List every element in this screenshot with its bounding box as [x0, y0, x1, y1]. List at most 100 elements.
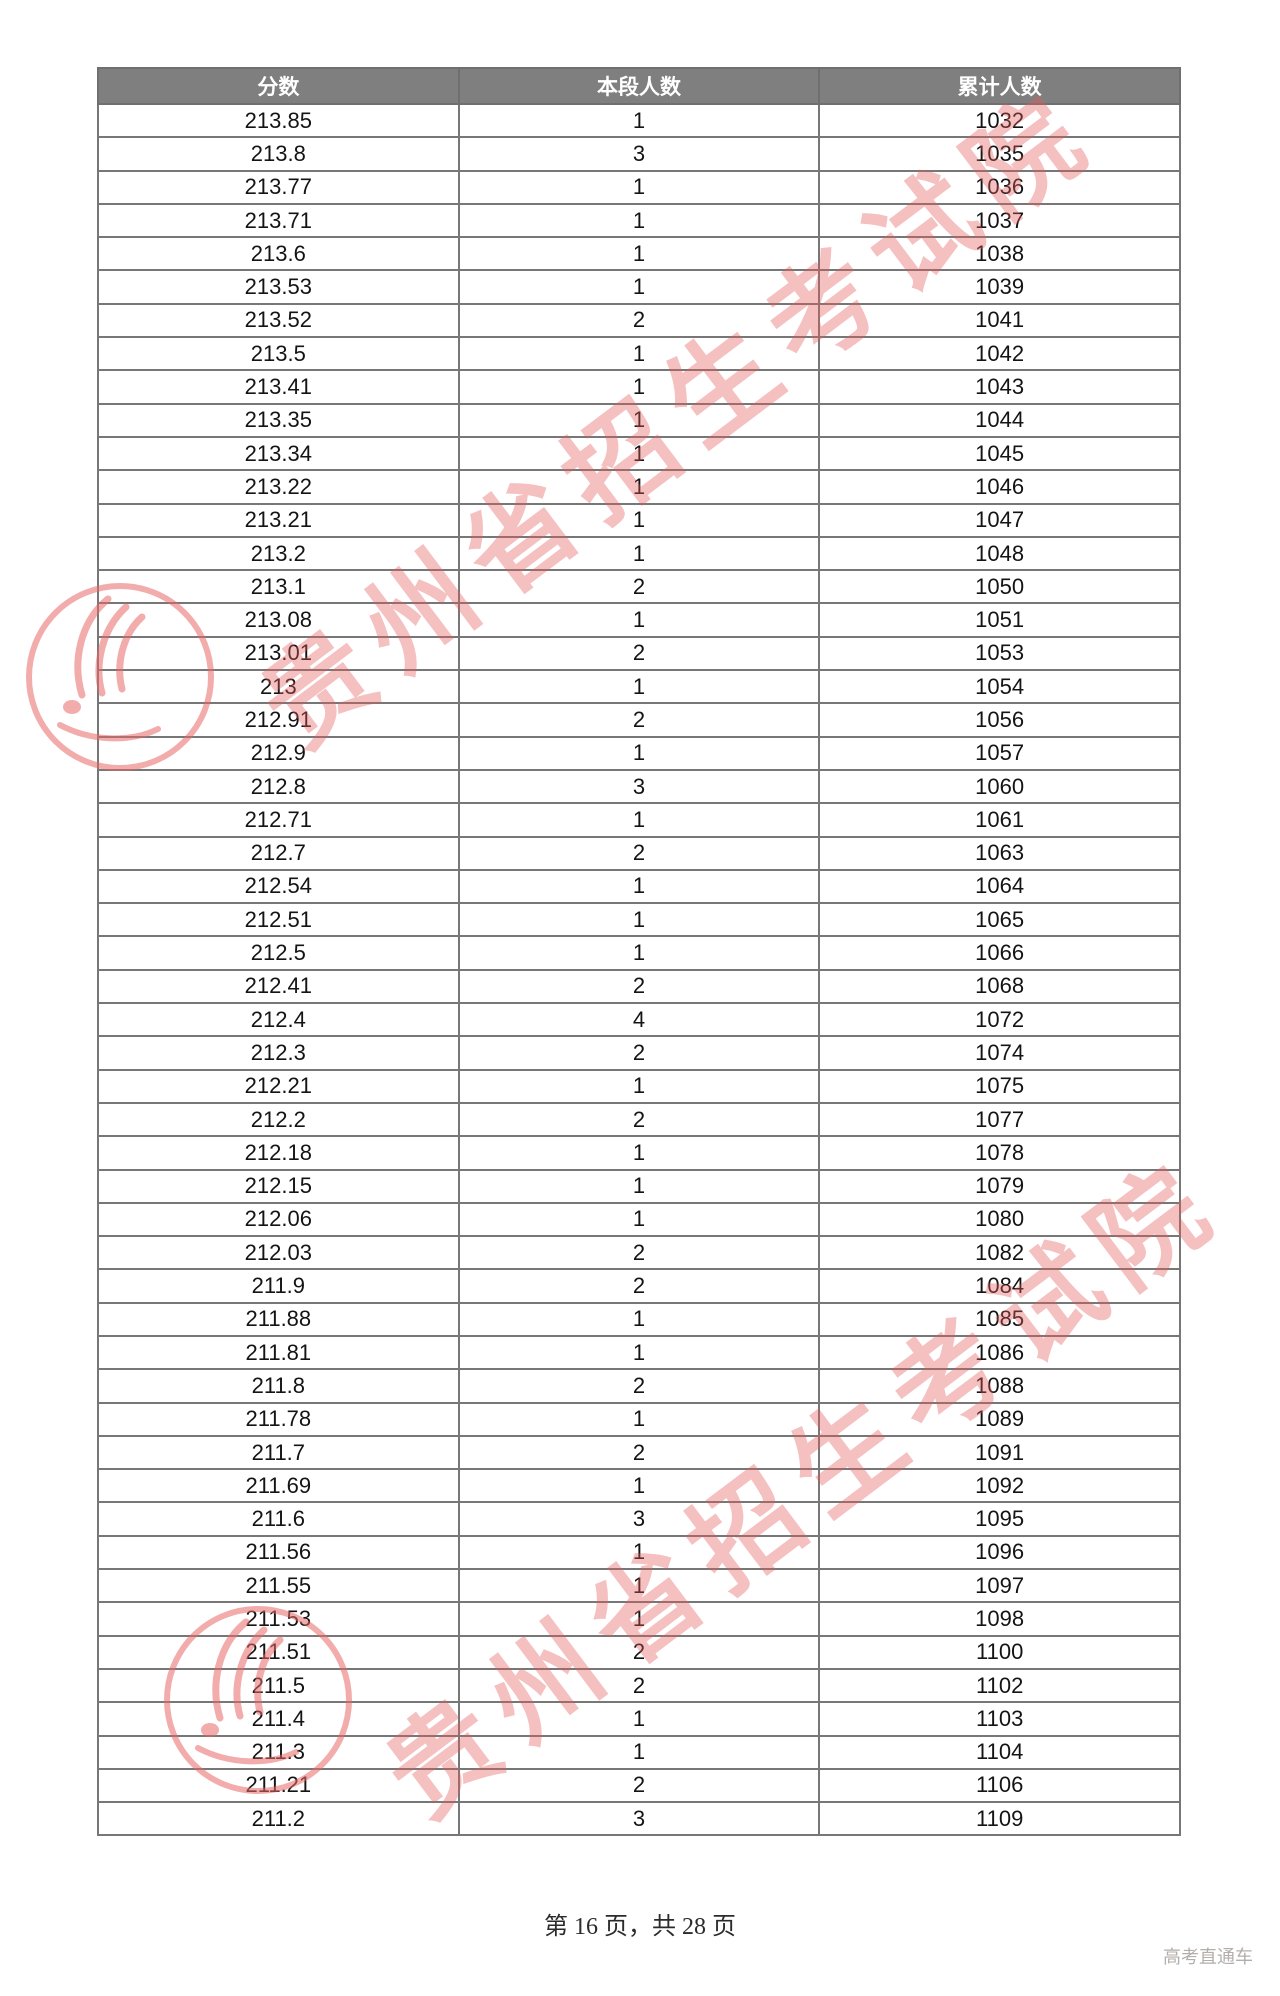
table-body: 213.85 1 1032 213.8 3 1035 213.77 1 1036 213.71 1 1… [97, 102, 1181, 1837]
table-row: 212.5 1 1066 [97, 935, 1181, 971]
table-row: 211.7 2 1091 [97, 1434, 1181, 1471]
score-cell: 211.3 [97, 1734, 460, 1770]
column-header-score: 分数 [97, 67, 460, 105]
cumulative-count-cell: 1032 [818, 102, 1181, 139]
cumulative-count-cell: 1066 [818, 935, 1181, 971]
score-cell: 211.51 [97, 1634, 460, 1670]
table-row: 212.71 1 1061 [97, 802, 1181, 838]
score-cell: 212.4 [97, 1002, 460, 1038]
score-cell: 212.5 [97, 935, 460, 971]
cumulative-count-cell: 1041 [818, 302, 1181, 339]
cumulative-count-cell: 1051 [818, 602, 1181, 638]
segment-count-cell: 1 [457, 669, 821, 705]
table-row: 213.01 2 1053 [97, 635, 1181, 672]
table-row: 211.55 1 1097 [97, 1568, 1181, 1604]
segment-count-cell: 2 [457, 302, 821, 339]
cumulative-count-cell: 1082 [818, 1235, 1181, 1271]
cumulative-count-cell: 1106 [818, 1767, 1181, 1804]
table-row: 213.71 1 1037 [97, 202, 1181, 239]
table-row: 213.5 1 1042 [97, 336, 1181, 372]
cumulative-count-cell: 1068 [818, 968, 1181, 1005]
score-cell: 211.55 [97, 1568, 460, 1604]
cumulative-count-cell: 1091 [818, 1434, 1181, 1471]
cumulative-count-cell: 1063 [818, 835, 1181, 871]
score-cell: 213.53 [97, 269, 460, 305]
table-row: 211.88 1 1085 [97, 1301, 1181, 1337]
segment-count-cell: 2 [457, 1368, 821, 1404]
cumulative-count-cell: 1035 [818, 136, 1181, 172]
segment-count-cell: 1 [457, 602, 821, 638]
table-row: 212.91 2 1056 [97, 702, 1181, 738]
cumulative-count-cell: 1100 [818, 1634, 1181, 1670]
cumulative-count-cell: 1044 [818, 402, 1181, 438]
segment-count-cell: 1 [457, 1734, 821, 1770]
score-cell: 213.5 [97, 336, 460, 372]
segment-count-cell: 1 [457, 902, 821, 938]
table-row: 213.2 1 1048 [97, 535, 1181, 572]
cumulative-count-cell: 1088 [818, 1368, 1181, 1404]
score-cell: 211.5 [97, 1667, 460, 1704]
table-row: 212.18 1 1078 [97, 1135, 1181, 1171]
table-row: 213.34 1 1045 [97, 435, 1181, 472]
cumulative-count-cell: 1042 [818, 336, 1181, 372]
segment-count-cell: 1 [457, 1601, 821, 1637]
score-cell: 213.21 [97, 502, 460, 538]
cumulative-count-cell: 1104 [818, 1734, 1181, 1770]
segment-count-cell: 2 [457, 1235, 821, 1271]
segment-count-cell: 1 [457, 269, 821, 305]
score-cell: 211.81 [97, 1334, 460, 1371]
segment-count-cell: 3 [457, 1501, 821, 1537]
segment-count-cell: 2 [457, 968, 821, 1005]
score-cell: 212.71 [97, 802, 460, 838]
cumulative-count-cell: 1048 [818, 535, 1181, 572]
page-number-footer: 第 16 页，共 28 页 [544, 1914, 736, 1940]
score-cell: 213.52 [97, 302, 460, 339]
cumulative-count-cell: 1038 [818, 236, 1181, 272]
segment-count-cell: 1 [457, 169, 821, 205]
segment-count-cell: 1 [457, 935, 821, 971]
score-cell: 211.4 [97, 1701, 460, 1737]
table-row: 212.8 3 1060 [97, 768, 1181, 805]
table-row: 211.56 1 1096 [97, 1534, 1181, 1571]
score-cell: 213.85 [97, 102, 460, 139]
score-cell: 211.53 [97, 1601, 460, 1637]
segment-count-cell: 1 [457, 735, 821, 771]
score-cell: 211.88 [97, 1301, 460, 1337]
column-header-cumulative-count: 累计人数 [818, 67, 1181, 105]
table-row: 213.52 2 1041 [97, 302, 1181, 339]
score-cell: 213.1 [97, 569, 460, 605]
cumulative-count-cell: 1072 [818, 1002, 1181, 1038]
score-cell: 211.8 [97, 1368, 460, 1404]
score-cell: 213.35 [97, 402, 460, 438]
table-row: 213.6 1 1038 [97, 236, 1181, 272]
segment-count-cell: 1 [457, 1468, 821, 1504]
segment-count-cell: 1 [457, 1201, 821, 1238]
cumulative-count-cell: 1037 [818, 202, 1181, 239]
segment-count-cell: 1 [457, 1068, 821, 1104]
segment-count-cell: 2 [457, 1268, 821, 1304]
table-row: 211.4 1 1103 [97, 1701, 1181, 1737]
segment-count-cell: 1 [457, 369, 821, 405]
table-row: 211.9 2 1084 [97, 1268, 1181, 1304]
table-row: 211.2 3 1109 [97, 1801, 1181, 1837]
segment-count-cell: 2 [457, 702, 821, 738]
cumulative-count-cell: 1036 [818, 169, 1181, 205]
segment-count-cell: 1 [457, 202, 821, 239]
segment-count-cell: 1 [457, 802, 821, 838]
segment-count-cell: 1 [457, 435, 821, 472]
table-row: 212.03 2 1082 [97, 1235, 1181, 1271]
table-row: 212.21 1 1075 [97, 1068, 1181, 1104]
score-cell: 211.6 [97, 1501, 460, 1537]
cumulative-count-cell: 1098 [818, 1601, 1181, 1637]
cumulative-count-cell: 1102 [818, 1667, 1181, 1704]
segment-count-cell: 1 [457, 336, 821, 372]
segment-count-cell: 1 [457, 868, 821, 905]
score-cell: 212.21 [97, 1068, 460, 1104]
segment-count-cell: 1 [457, 1534, 821, 1571]
score-cell: 212.06 [97, 1201, 460, 1238]
score-cell: 212.8 [97, 768, 460, 805]
segment-count-cell: 2 [457, 569, 821, 605]
table-row: 211.8 2 1088 [97, 1368, 1181, 1404]
table-row: 212.51 1 1065 [97, 902, 1181, 938]
